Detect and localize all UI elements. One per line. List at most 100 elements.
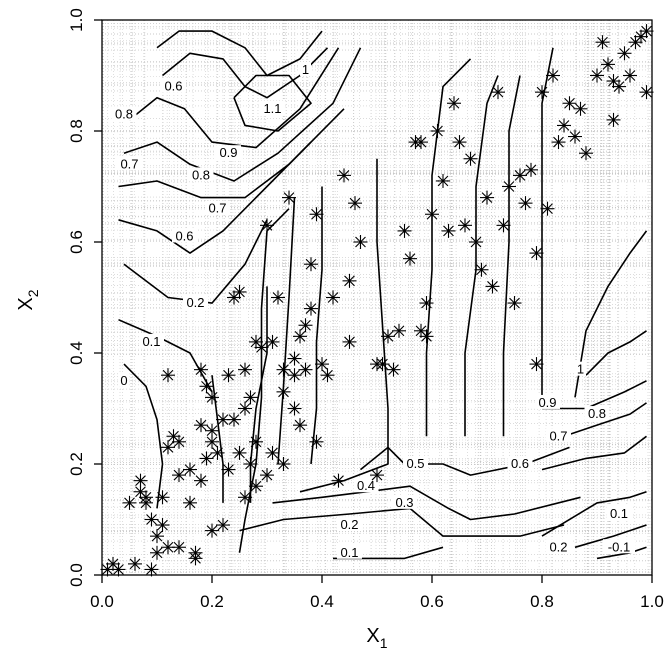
data-point	[221, 462, 236, 477]
contour-line	[310, 186, 323, 465]
contour-line	[563, 402, 647, 438]
data-point	[304, 257, 318, 272]
data-point	[205, 523, 219, 538]
y-tick-label: 0.0	[67, 563, 86, 587]
contour-line	[585, 330, 647, 376]
contour-line	[272, 485, 581, 521]
data-point	[216, 518, 230, 533]
data-point	[133, 484, 148, 499]
data-point	[480, 190, 494, 205]
y-axis: 0.0 0.2 0.4 0.6 0.8 1.0	[67, 8, 102, 587]
y-axis-title-subscript: 2	[25, 289, 41, 297]
data-point	[260, 218, 274, 233]
x-axis-title-subscript: 1	[380, 635, 388, 651]
data-point	[535, 85, 549, 100]
contour-line	[574, 524, 647, 549]
data-point	[590, 68, 604, 83]
x-axis: 0.0 0.2 0.4 0.6 0.8 1.0	[90, 575, 664, 611]
contour-line	[541, 491, 647, 537]
contour-label: 0.9	[538, 395, 556, 410]
contour-label-background	[507, 456, 533, 470]
contour-label-background	[337, 517, 362, 532]
data-point	[458, 218, 472, 233]
data-point	[436, 173, 450, 188]
contour-label-background	[111, 106, 137, 121]
data-point	[419, 329, 434, 344]
contour-label-background	[183, 295, 208, 310]
data-point	[287, 368, 302, 383]
data-point	[183, 495, 197, 510]
y-tick-label: 0.8	[67, 119, 86, 143]
contour-label-background	[535, 394, 560, 409]
contour-line	[233, 74, 312, 132]
contour-label-background	[546, 428, 571, 443]
data-point	[518, 196, 533, 211]
data-point	[282, 190, 296, 205]
data-point	[326, 290, 340, 305]
data-point	[441, 223, 456, 238]
data-point	[452, 135, 467, 150]
contour-label: 0.2	[340, 517, 358, 532]
contour-label: 1.1	[263, 101, 281, 116]
contour-line	[541, 435, 647, 471]
contour-label: 0.7	[208, 201, 226, 216]
data-point	[287, 351, 302, 366]
contour-label: -0.1	[608, 539, 630, 554]
contour-label-background	[584, 406, 610, 421]
data-point	[161, 440, 175, 455]
contour-line	[123, 219, 268, 304]
data-point	[639, 24, 654, 39]
data-point	[298, 362, 313, 377]
data-point	[403, 251, 417, 266]
data-point	[276, 384, 291, 399]
data-point	[419, 296, 434, 311]
data-point	[111, 562, 126, 577]
data-point	[133, 473, 148, 488]
data-point	[331, 473, 346, 488]
data-point	[507, 296, 522, 311]
data-point	[623, 68, 637, 83]
data-point	[540, 201, 555, 216]
data-point	[309, 434, 324, 449]
data-point	[524, 162, 538, 177]
contour-line	[239, 507, 565, 537]
contour-line	[123, 363, 164, 509]
contour-label-background	[392, 494, 417, 509]
data-point	[238, 362, 252, 377]
grid-lines	[101, 20, 652, 575]
data-point	[293, 418, 307, 433]
y-tick-label: 0.2	[67, 452, 86, 476]
contour-label: 1	[577, 362, 584, 377]
contour-label: 0.6	[175, 228, 193, 243]
data-point	[546, 68, 560, 83]
data-point	[502, 179, 516, 194]
data-point	[232, 445, 247, 460]
data-point	[155, 518, 170, 533]
data-point	[243, 390, 258, 405]
data-point	[205, 390, 219, 405]
contour-label: 0.1	[340, 545, 358, 560]
data-point	[265, 334, 280, 349]
x-tick-label: 0.8	[530, 592, 554, 611]
data-point	[161, 540, 175, 555]
data-point	[161, 368, 175, 383]
contour-line	[118, 318, 213, 393]
data-point	[529, 357, 544, 372]
data-point	[243, 457, 258, 471]
data-point	[430, 124, 445, 138]
contour-label-background	[606, 505, 632, 520]
y-tick-label: 0.6	[67, 230, 86, 254]
contour-label: 0.1	[142, 334, 160, 349]
data-point	[150, 545, 164, 560]
data-point	[342, 334, 357, 349]
contour-label: 0.6	[164, 79, 182, 94]
data-point	[265, 445, 280, 460]
data-point	[485, 279, 500, 294]
data-point	[188, 545, 203, 560]
data-point	[320, 368, 335, 383]
data-point	[601, 57, 615, 72]
data-point	[348, 196, 362, 211]
contour-line	[123, 47, 362, 182]
data-point	[144, 562, 159, 577]
y-tick-label: 0.4	[67, 341, 86, 365]
